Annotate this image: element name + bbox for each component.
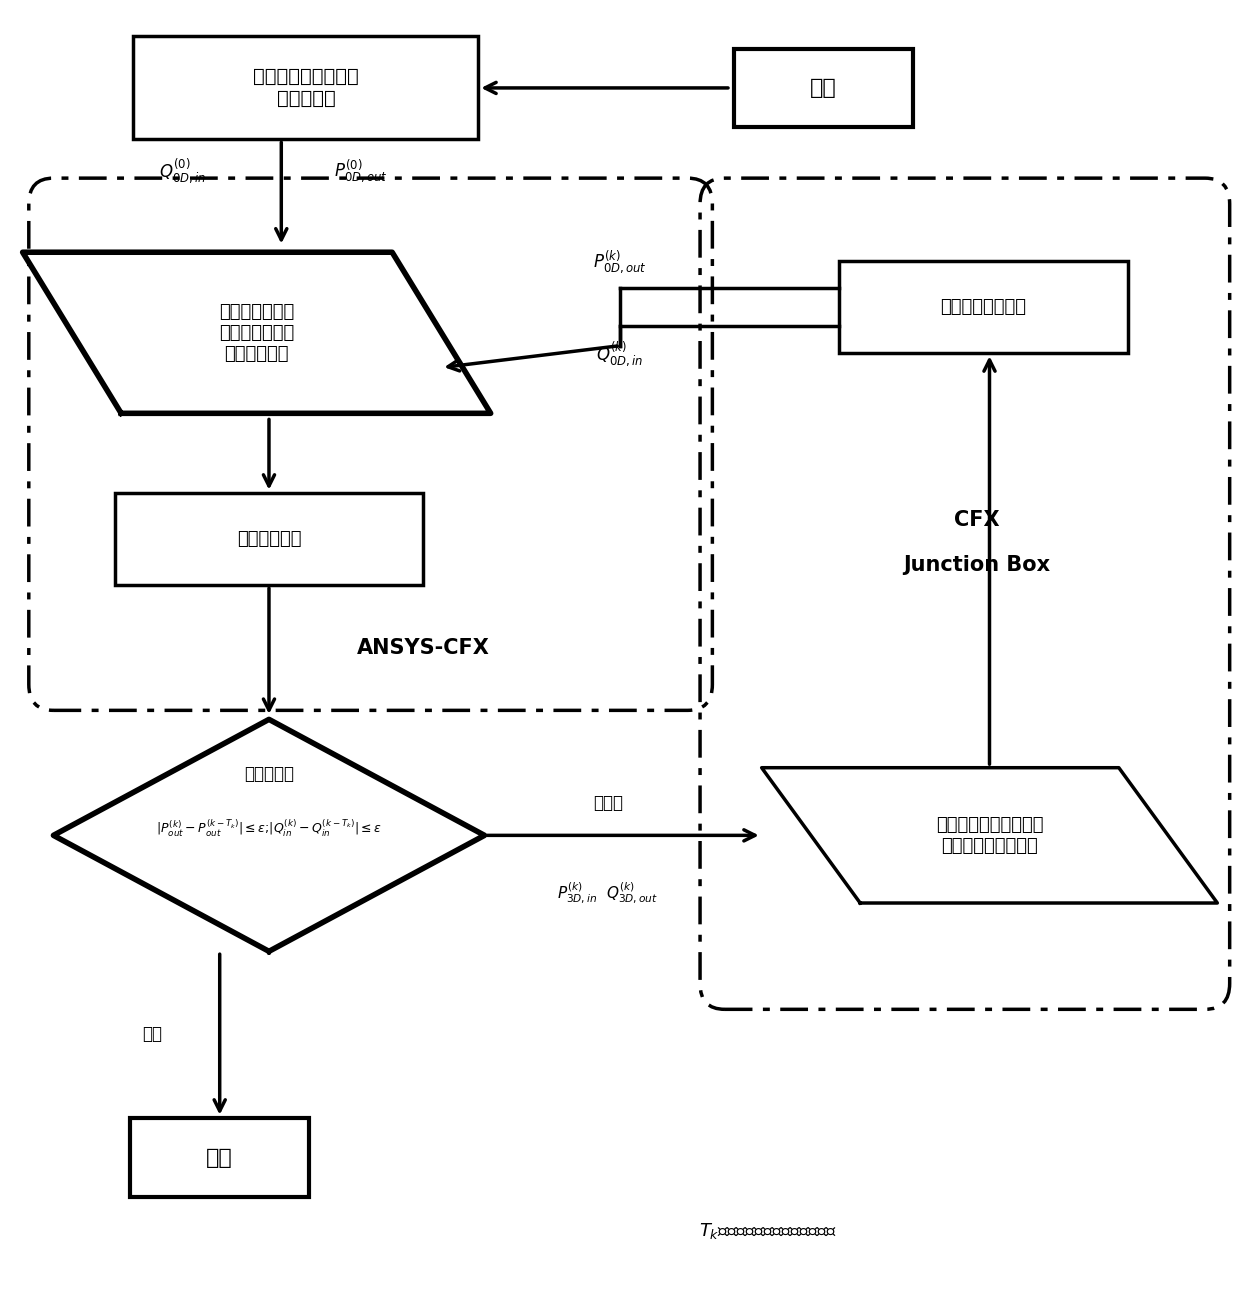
Bar	[115, 493, 423, 585]
Bar	[734, 49, 913, 127]
Bar	[130, 1118, 309, 1197]
Text: ANSYS-CFX: ANSYS-CFX	[356, 638, 490, 659]
Text: 三维模型计算: 三维模型计算	[237, 530, 301, 547]
Text: Junction Box: Junction Box	[904, 555, 1050, 575]
Text: $T_k$：一个心动周期内总的时间步: $T_k$：一个心动周期内总的时间步	[698, 1220, 837, 1241]
Text: 集中参数模型计算: 集中参数模型计算	[940, 298, 1027, 316]
Text: 初始化集中参数模型
和三维模型: 初始化集中参数模型 和三维模型	[253, 67, 358, 109]
Text: 不收敛: 不收敛	[593, 794, 622, 812]
Bar	[838, 261, 1128, 353]
Text: $|P_{out}^{(k)}-P_{out}^{(k-T_k)}|\leq\varepsilon$;$|Q_{in}^{(k)}-Q_{in}^{(k-T_k: $|P_{out}^{(k)}-P_{out}^{(k-T_k)}|\leq\v…	[156, 818, 382, 839]
Text: 用集中参数模型
结果作为三维模
型的边界条件: 用集中参数模型 结果作为三维模 型的边界条件	[219, 303, 294, 363]
Polygon shape	[22, 252, 491, 414]
Text: $P_{0D,out}^{(k)}$: $P_{0D,out}^{(k)}$	[593, 248, 647, 275]
Bar	[134, 36, 479, 140]
Text: 结束: 结束	[206, 1148, 233, 1167]
Text: $Q_{0D,in}^{(0)}$: $Q_{0D,in}^{(0)}$	[159, 158, 206, 185]
Text: 收敛性判定: 收敛性判定	[244, 764, 294, 782]
Polygon shape	[53, 720, 485, 951]
Text: CFX: CFX	[955, 510, 999, 529]
Text: $P_{3D,in}^{(k)}$  $Q_{3D,out}^{(k)}$: $P_{3D,in}^{(k)}$ $Q_{3D,out}^{(k)}$	[557, 881, 658, 907]
Text: $Q_{0D,in}^{(k)}$: $Q_{0D,in}^{(k)}$	[596, 341, 644, 368]
Text: 用三维模型结果作为集
中参数模型的强制项: 用三维模型结果作为集 中参数模型的强制项	[936, 816, 1043, 855]
Polygon shape	[761, 768, 1218, 903]
Text: $P_{0D,out}^{(0)}$: $P_{0D,out}^{(0)}$	[335, 158, 388, 185]
Text: 收敛: 收敛	[141, 1026, 162, 1044]
Text: 开始: 开始	[810, 78, 837, 99]
